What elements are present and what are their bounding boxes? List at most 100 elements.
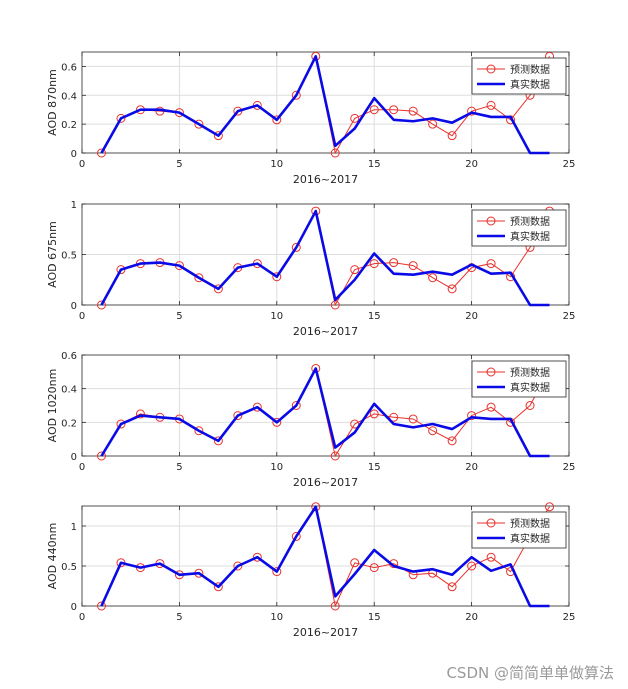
predicted-point [467, 561, 477, 571]
predicted-point [486, 552, 496, 562]
predicted-point [486, 402, 496, 412]
y-tick-label: 0.2 [61, 418, 77, 429]
x-tick-label: 5 [176, 311, 182, 322]
watermark: CSDN @简简单单做算法 [446, 664, 614, 682]
predicted-point [135, 409, 145, 419]
x-tick-label: 10 [270, 612, 283, 623]
predicted-point [350, 113, 360, 123]
predicted-point [408, 414, 418, 424]
x-tick-label: 0 [79, 311, 85, 322]
y-tick-label: 1 [71, 200, 77, 211]
x-axis-label: 2016~2017 [293, 325, 358, 338]
predicted-point [350, 558, 360, 568]
legend-predicted-label: 预测数据 [510, 366, 550, 379]
actual-series-line [100, 55, 550, 155]
predicted-point [252, 402, 262, 412]
predicted-point [428, 426, 438, 436]
legend-actual-label: 真实数据 [510, 532, 550, 545]
predicted-point [447, 131, 457, 141]
y-tick-label: 0.6 [61, 62, 77, 73]
x-tick-label: 15 [368, 311, 381, 322]
x-tick-label: 15 [368, 462, 381, 473]
y-axis-label: AOD 1020nm [46, 369, 59, 443]
predicted-point [291, 531, 301, 541]
predicted-point [194, 119, 204, 129]
legend-predicted-label: 预测数据 [510, 215, 550, 228]
legend-predicted-marker [486, 216, 496, 226]
y-tick-label: 0.5 [61, 562, 77, 573]
y-tick-label: 0 [71, 452, 77, 463]
legend-predicted-marker [486, 64, 496, 74]
x-tick-label: 10 [270, 311, 283, 322]
legend-predicted-label: 预测数据 [510, 63, 550, 76]
predicted-point [408, 106, 418, 116]
predicted-point [486, 100, 496, 110]
predicted-point [194, 426, 204, 436]
predicted-point [96, 300, 106, 310]
x-tick-label: 0 [79, 159, 85, 170]
legend-predicted-marker [486, 518, 496, 528]
x-tick-label: 20 [465, 159, 478, 170]
predicted-point [369, 409, 379, 419]
predicted-point [389, 105, 399, 115]
predicted-point [272, 567, 282, 577]
predicted-point [116, 419, 126, 429]
predicted-point [369, 563, 379, 573]
y-axis-label: AOD 440nm [46, 523, 59, 590]
predicted-point [291, 401, 301, 410]
y-tick-label: 0 [71, 602, 77, 613]
predicted-point [116, 113, 126, 123]
y-tick-label: 0.5 [61, 251, 77, 262]
predicted-point [428, 119, 438, 129]
predicted-point [389, 258, 399, 268]
x-tick-label: 20 [465, 462, 478, 473]
legend-box [471, 511, 567, 549]
x-tick-label: 5 [176, 462, 182, 473]
predicted-point [272, 115, 282, 125]
x-tick-label: 25 [563, 612, 576, 623]
legend-predicted-label: 预测数据 [510, 517, 550, 530]
predicted-point [408, 261, 418, 271]
legend-actual-label: 真实数据 [510, 78, 550, 91]
x-axis-label: 2016~2017 [293, 626, 358, 639]
x-tick-label: 10 [270, 159, 283, 170]
y-tick-label: 0.6 [61, 351, 77, 362]
x-tick-label: 25 [563, 159, 576, 170]
x-axis-label: 2016~2017 [293, 173, 358, 186]
predicted-point [194, 273, 204, 283]
y-tick-label: 0.4 [61, 385, 77, 396]
y-tick-label: 0 [71, 301, 77, 312]
predicted-point [330, 601, 340, 611]
predicted-point [330, 451, 340, 461]
predicted-point [428, 273, 438, 283]
legend-box [471, 360, 567, 398]
y-axis-label: AOD 675nm [46, 221, 59, 288]
x-tick-label: 10 [270, 462, 283, 473]
predicted-point [233, 561, 243, 571]
axes-box [81, 354, 570, 457]
predicted-point [272, 417, 282, 427]
predicted-point [330, 148, 340, 158]
predicted-point [350, 419, 360, 429]
x-tick-label: 20 [465, 311, 478, 322]
legend-actual-label: 真实数据 [510, 381, 550, 394]
predicted-point [213, 582, 223, 592]
predicted-point [369, 259, 379, 269]
y-tick-label: 0 [71, 149, 77, 160]
predicted-point [447, 436, 457, 446]
x-tick-label: 5 [176, 159, 182, 170]
predicted-point [96, 601, 106, 611]
x-tick-label: 15 [368, 159, 381, 170]
predicted-point [213, 131, 223, 141]
x-tick-label: 25 [563, 462, 576, 473]
predicted-point [447, 284, 457, 294]
x-axis-label: 2016~2017 [293, 476, 358, 489]
x-tick-label: 15 [368, 612, 381, 623]
x-tick-label: 5 [176, 612, 182, 623]
x-tick-label: 25 [563, 311, 576, 322]
actual-series-line [100, 367, 550, 458]
chart-panel-4: 0 5 10 15 20 25 0 0.5 1 2016~2017 AOD 440nm 预测数据真实数… [46, 502, 576, 639]
